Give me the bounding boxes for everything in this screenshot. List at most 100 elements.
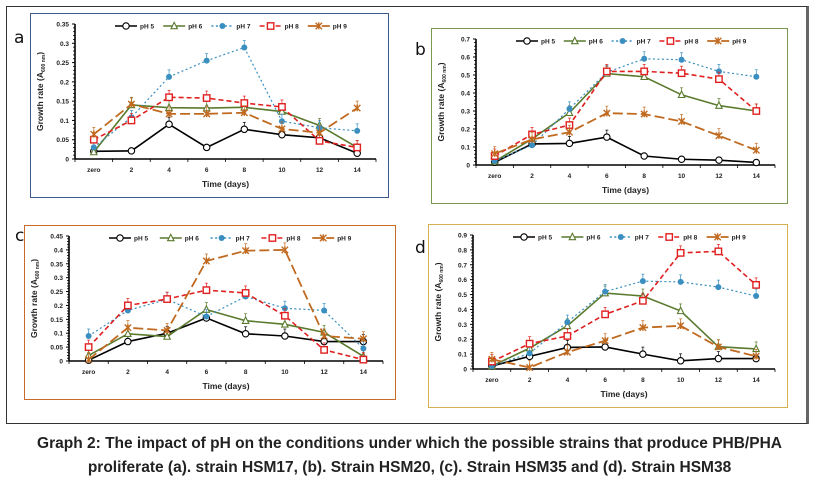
data-point [526,350,533,357]
series-line [494,136,757,164]
y-tick-label: 0.15 [50,317,63,324]
series-line [88,248,364,361]
data-point [601,310,610,319]
data-point [321,307,328,314]
legend-marker [315,22,323,30]
data-point [165,110,173,118]
data-point [315,136,324,145]
data-point [640,67,649,76]
data-point [566,105,573,112]
data-point [278,125,286,133]
y-tick-label: 0 [59,359,63,366]
data-point [202,143,211,152]
x-tick-label: 8 [641,377,645,384]
x-tick-label: zero [87,167,100,174]
x-tick-label: 6 [205,369,209,376]
legend-marker [116,234,124,242]
data-point [563,320,572,330]
legend-label: pH 6 [188,24,202,31]
x-tick-label: 12 [715,173,723,180]
legend-label: pH 7 [635,235,649,242]
x-axis-label: Time (days) [202,381,249,391]
data-point [278,130,286,139]
legend-label: pH 9 [333,24,347,31]
x-tick-label: 2 [528,377,532,384]
data-point [564,319,571,326]
y-tick-label: 0.5 [461,73,470,80]
data-point [714,354,723,363]
x-tick-label: 4 [167,167,171,174]
legend-label: pH 9 [732,235,746,242]
chart-panel-a: 0 0.05 0.1 0.15 0.2 0.25 0.3 0.35 zero 2 4 6 8 10 12 14… [30,13,389,198]
data-point [563,332,572,340]
data-point [202,110,211,118]
data-point [563,348,572,356]
y-tick-label: 0.15 [56,99,69,106]
data-point [127,100,136,108]
legend-marker [619,38,626,44]
data-point [320,332,328,340]
y-tick-label: 0.1 [60,118,69,125]
data-point [281,332,289,340]
series-ph9 [90,96,361,139]
data-point [638,296,647,305]
data-point [359,355,368,364]
y-tick-label: 0.1 [54,331,63,338]
data-point [127,116,136,125]
x-tick-label: 4 [566,377,570,384]
caption-line-1: Graph 2: The impact of pH on the conditi… [37,435,782,452]
legend-label: pH 5 [538,235,552,242]
data-point [202,257,211,265]
chart-panel-b: 0 0.1 0.2 0.3 0.4 0.5 0.6 0.7 zero 2 4 6 8 10 12 14 Time… [431,28,788,204]
y-tick-label: 0.8 [458,247,467,254]
series-line [491,250,757,363]
data-point [676,306,685,315]
data-point [676,322,685,330]
data-point [676,248,685,257]
data-point [565,107,574,117]
data-point [752,352,760,361]
data-point [359,335,368,343]
data-point [203,57,210,64]
series-ph8 [84,282,368,364]
y-tick-label: 0.9 [458,233,467,240]
data-point [241,289,250,297]
legend-d: pH 5 pH 6 pH 7 pH 8 pH 9 [513,232,746,242]
y-tick-label: 0.3 [60,41,69,48]
x-tick-label: 8 [244,369,248,376]
data-point [315,129,324,137]
data-point [89,147,98,156]
data-point [163,331,172,340]
series-line [491,324,757,369]
x-axis-label: Time (days) [602,185,649,195]
x-tick-label: 4 [165,369,169,376]
data-point [320,345,329,354]
legend-marker [617,234,624,240]
x-tick-label: 2 [130,167,134,174]
data-point [165,120,173,129]
legend-label: pH 5 [134,236,148,243]
data-point [640,110,648,118]
y-tick-label: 0.1 [461,145,470,152]
legend-marker [713,233,722,241]
series-line [491,346,757,367]
panel-letter-a: a [14,28,25,48]
data-point [281,246,289,254]
legend-label: pH 7 [637,39,651,46]
series-ph9 [488,318,760,372]
y-axis-label: Growth rate (A600 nm) [436,62,448,141]
data-point [639,278,646,285]
y-tick-label: 0.4 [54,247,63,254]
data-point [90,130,98,139]
data-point [752,146,761,154]
x-tick-label: 8 [642,173,646,180]
data-point [202,94,211,102]
series-ph5 [90,116,361,157]
y-tick-label: 0.4 [458,307,467,314]
data-point [752,107,761,115]
legend-marker [319,234,327,242]
data-point [85,333,92,339]
legend-marker [218,235,225,241]
legend-marker [268,234,277,242]
series-line [494,72,757,163]
